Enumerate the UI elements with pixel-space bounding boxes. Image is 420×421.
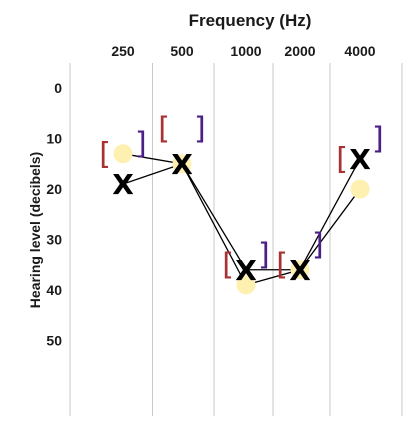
x-tick-label: 250	[111, 43, 135, 59]
y-tick-label: 10	[46, 131, 62, 147]
left-bracket-marker: [	[222, 248, 234, 283]
circle-marker	[290, 260, 310, 280]
left-bracket-marker: [	[99, 137, 111, 172]
y-axis-label: Hearing level (decibels)	[27, 152, 43, 308]
y-tick-labels: 0 10 20 30 40 50	[46, 80, 62, 348]
x-marker: X	[349, 143, 371, 176]
right-bracket-marker: ]	[258, 238, 270, 273]
y-tick-label: 40	[46, 282, 62, 298]
x-marker: X	[112, 168, 134, 201]
y-tick-label: 50	[46, 332, 62, 348]
left-bracket-marker: [	[276, 248, 288, 283]
x-tick-label: 1000	[230, 43, 261, 59]
right-bracket-marker: ]	[312, 228, 324, 263]
chart-title: Frequency (Hz)	[189, 11, 312, 30]
y-tick-label: 30	[46, 232, 62, 248]
left-bracket-marker: [	[158, 112, 170, 147]
right-bracket-marker: ]	[194, 112, 206, 147]
circle-marker	[172, 154, 192, 174]
x-tick-label: 4000	[344, 43, 375, 59]
x-tick-labels: 250 500 1000 2000 4000	[111, 43, 375, 59]
right-bracket-marker: ]	[135, 127, 147, 162]
circle-marker	[236, 275, 256, 295]
bracket-markers: [][][][][]	[99, 112, 383, 283]
circle-marker	[350, 179, 370, 199]
x-marker: X	[235, 254, 257, 287]
circle-markers	[113, 144, 370, 295]
x-marker: X	[171, 148, 193, 181]
left-bracket-marker: [	[336, 142, 348, 177]
y-tick-label: 0	[54, 80, 62, 96]
circle-marker	[113, 144, 133, 164]
chart-grid	[69, 63, 403, 416]
x-markers: XXX XX	[112, 143, 371, 287]
y-tick-label: 20	[46, 181, 62, 197]
series-line	[122, 158, 361, 271]
x-tick-label: 500	[170, 43, 194, 59]
x-tick-label: 2000	[284, 43, 315, 59]
right-bracket-marker: ]	[372, 122, 384, 157]
x-marker: X	[289, 254, 311, 287]
